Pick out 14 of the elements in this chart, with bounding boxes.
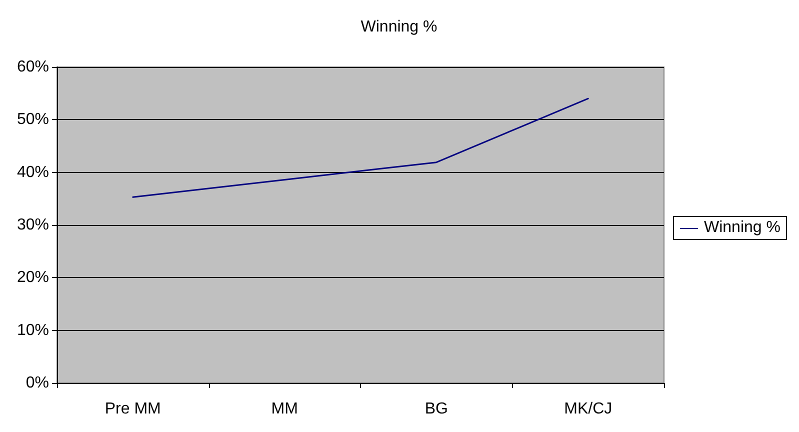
y-tick-label: 60% (16, 58, 49, 76)
line-series (132, 98, 589, 198)
y-tick-label: 10% (16, 322, 49, 339)
y-tick-label: 40% (16, 164, 49, 181)
legend-label: Winning % (704, 219, 780, 237)
y-tick-label: 0% (26, 374, 49, 392)
y-tick-label: 20% (16, 269, 49, 286)
x-tick-label: MK/CJ (564, 400, 612, 418)
chart-title: Winning % (360, 18, 438, 36)
x-tick-label: Pre MM (104, 400, 161, 418)
y-tick-label: 50% (16, 111, 49, 128)
x-tick-label: MM (271, 400, 298, 418)
x-tick-label: BG (424, 400, 448, 418)
y-tick-label: 30% (16, 216, 49, 234)
